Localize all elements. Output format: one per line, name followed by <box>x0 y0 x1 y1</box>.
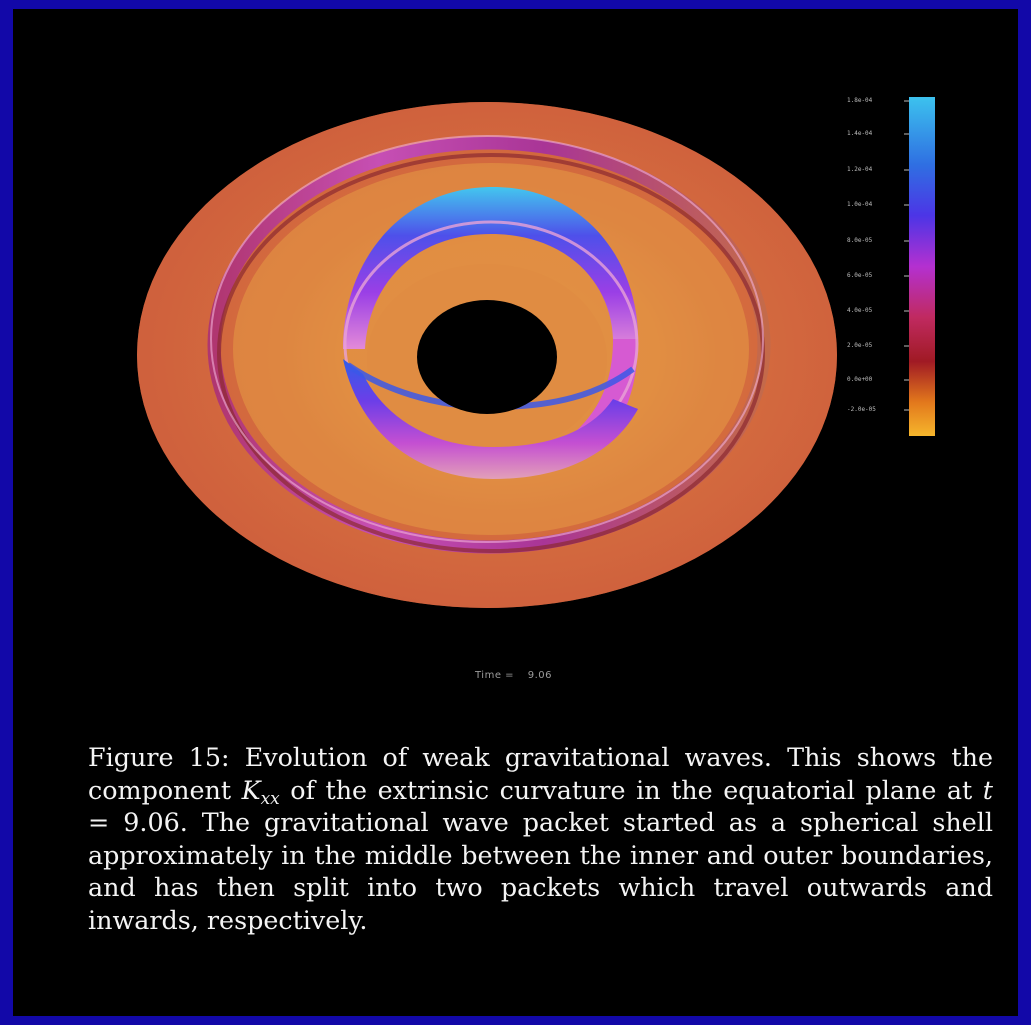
time-label: Time <box>475 670 502 681</box>
colorbar-label: 1.8e-04 <box>847 97 873 104</box>
time-readout: Time = 9.06 <box>475 670 552 681</box>
outer-ring-highlight <box>210 135 764 543</box>
colorbar-label: 2.0e-05 <box>847 342 873 349</box>
colorbar-label: -2.0e-05 <box>847 406 876 413</box>
time-variable: t <box>982 774 993 805</box>
inner-wave-front-wall <box>343 359 638 479</box>
colorbar-label: 1.0e-04 <box>847 201 873 208</box>
colorbar <box>909 97 935 436</box>
caption-text-1: Evolution of weak gravitational waves. T… <box>88 742 993 805</box>
figure-panel: 1.8e-04 1.4e-04 1.2e-04 1.0e-04 8.0e-05 … <box>13 9 1018 1016</box>
time-value: 9.06 <box>527 670 553 681</box>
colorbar-ticks <box>904 100 909 411</box>
colorbar-label: 1.2e-04 <box>847 166 873 173</box>
caption-text-3: = 9.06. The gravitational wave packet st… <box>88 807 993 935</box>
colorbar-label: 6.0e-05 <box>847 272 873 279</box>
time-separator: = <box>505 670 515 681</box>
caption-text-2: of the extrinsic curvature in the equato… <box>290 774 973 805</box>
central-hole <box>417 300 557 414</box>
inner-wave-back-wall <box>343 187 638 349</box>
curvature-symbol: Kxx <box>241 774 280 809</box>
colorbar-label: 0.0e+00 <box>847 376 873 383</box>
colorbar-label: 4.0e-05 <box>847 307 873 314</box>
colorbar-label: 8.0e-05 <box>847 237 873 244</box>
colorbar-label: 1.4e-04 <box>847 130 873 137</box>
curvature-surface-plot <box>137 97 935 608</box>
figure-label: Figure 15: <box>88 742 230 772</box>
curvature-subscript: xx <box>260 788 280 809</box>
inner-wave-right-wall <box>573 339 638 449</box>
figure-caption: Figure 15: Evolution of weak gravitation… <box>88 741 993 936</box>
